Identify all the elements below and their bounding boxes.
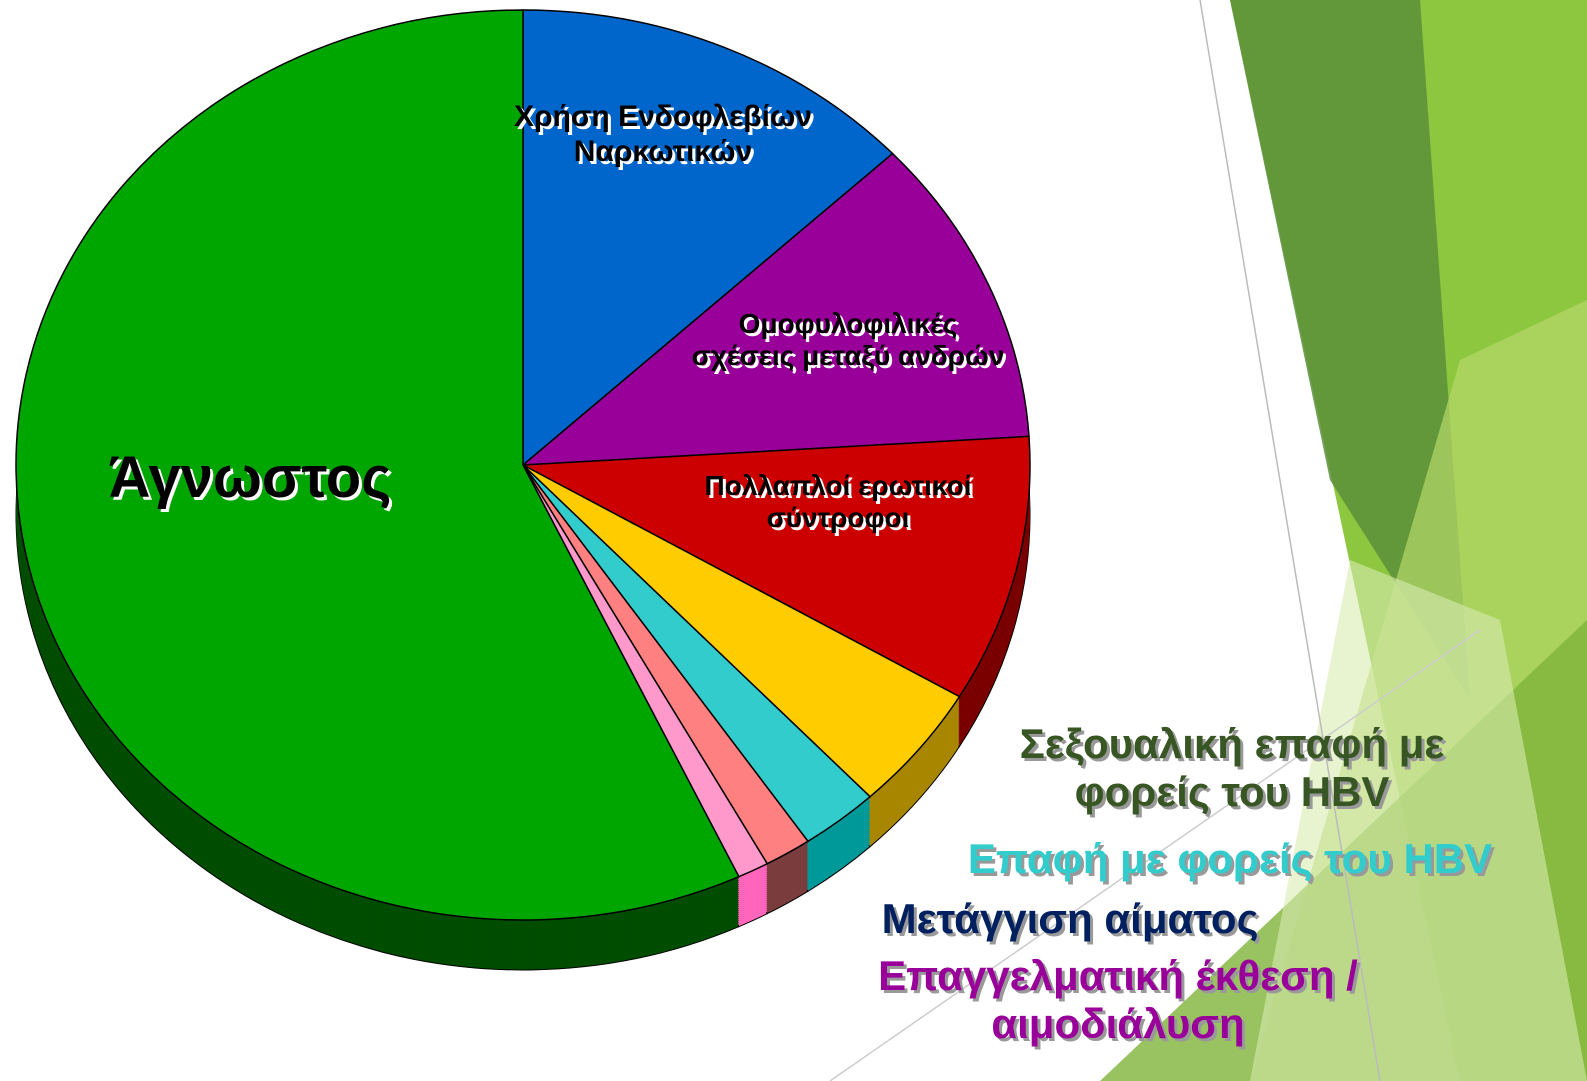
slice-label: Ομοφυλοφιλικές σχέσεις μεταξύ ανδρών	[691, 308, 1005, 372]
slice-label: Χρήση Ενδοφλεβίων Ναρκωτικών	[514, 100, 812, 168]
slice-label: Πολλαπλοί ερωτικοί σύντροφοι	[704, 470, 972, 534]
slice	[520, 435, 1031, 698]
slice-label: Σεξουαλική επαφή με φορείς του HBV	[1019, 720, 1445, 816]
deco-shape	[1230, 0, 1470, 700]
deco-shape	[1250, 560, 1587, 1081]
background-decoration	[829, 0, 1587, 1081]
deco-line	[1199, 0, 1381, 1081]
deco-line	[829, 629, 1481, 1081]
slice-label: Άγνωστος	[108, 445, 392, 510]
slice	[522, 9, 894, 467]
slice-label: Μετάγγιση αίματος	[881, 895, 1259, 942]
slice-label: Επαφή με φορείς του HBV	[967, 835, 1493, 882]
slice-label: Επαγγελματική έκθεση / αιμοδιάλυση	[878, 952, 1358, 1048]
pie	[15, 9, 1031, 971]
slice	[15, 9, 740, 921]
slice	[520, 152, 1030, 466]
